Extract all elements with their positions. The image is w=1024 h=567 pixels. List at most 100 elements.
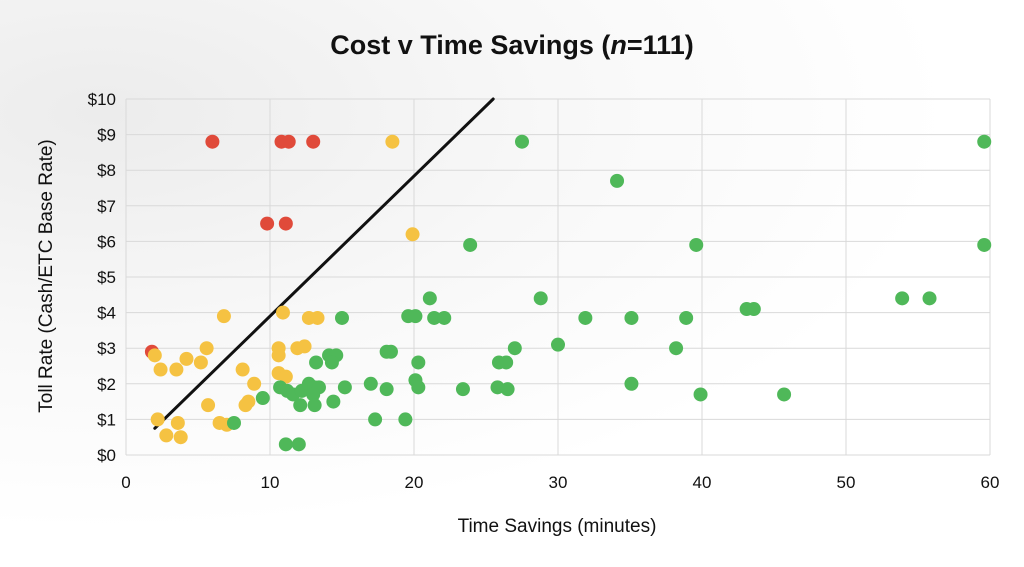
data-point-green: [427, 310, 442, 325]
data-point-yellow: [179, 351, 194, 366]
data-point-yellow: [193, 355, 208, 370]
data-point-green: [746, 302, 761, 317]
data-point-green: [895, 291, 910, 306]
data-point-red: [306, 134, 321, 149]
data-point-green: [411, 355, 426, 370]
data-point-green: [693, 387, 708, 402]
data-point-green: [411, 380, 426, 395]
data-point-green: [551, 337, 565, 352]
x-tick-label: 20: [405, 473, 424, 492]
data-point-yellow: [405, 227, 420, 242]
x-axis-title: Time Savings (minutes): [458, 516, 657, 537]
data-point-red: [281, 134, 296, 149]
y-tick-label: $10: [88, 90, 116, 109]
data-point-yellow: [238, 398, 253, 413]
y-tick-label: $6: [97, 232, 116, 251]
y-tick-label: $9: [97, 126, 116, 145]
data-point-yellow: [278, 369, 293, 384]
gridlines: [125, 98, 991, 456]
data-point-yellow: [201, 398, 216, 413]
data-point-green: [422, 291, 437, 306]
title-n: n: [610, 30, 627, 60]
data-point-green: [499, 355, 514, 370]
data-point-green: [309, 355, 324, 370]
x-tick-label: 30: [549, 473, 568, 492]
data-point-yellow: [271, 348, 286, 363]
data-point-green: [324, 355, 339, 370]
data-point-green: [437, 310, 452, 325]
data-point-green: [500, 382, 515, 397]
data-points: [144, 134, 992, 452]
data-point-green: [363, 376, 378, 391]
data-point-yellow: [159, 428, 174, 443]
data-point-green: [610, 173, 625, 188]
data-point-green: [578, 310, 593, 325]
data-point-green: [335, 310, 349, 325]
x-tick-label: 60: [981, 473, 1000, 492]
title-prefix: Cost v Time Savings (: [330, 30, 610, 60]
x-tick-label: 0: [121, 473, 130, 492]
y-tick-label: $1: [97, 410, 116, 429]
data-point-yellow: [150, 412, 165, 427]
data-point-red: [205, 134, 220, 149]
y-tick-label: $5: [97, 268, 116, 287]
data-point-yellow: [247, 376, 262, 391]
data-point-yellow: [235, 362, 250, 377]
data-point-green: [326, 394, 341, 409]
data-point-yellow: [147, 348, 162, 363]
data-point-green: [227, 415, 241, 430]
data-point-yellow: [153, 362, 168, 377]
y-tick-label: $7: [97, 197, 116, 216]
data-point-yellow: [275, 305, 290, 320]
data-point-yellow: [310, 310, 325, 325]
data-point-yellow: [173, 430, 188, 445]
x-tick-label: 50: [837, 473, 856, 492]
y-tick-label: $8: [97, 161, 116, 180]
trend-line: [153, 97, 495, 430]
data-point-green: [455, 382, 470, 397]
x-tick-label: 10: [261, 473, 280, 492]
data-point-green: [624, 310, 639, 325]
data-point-green: [463, 237, 478, 252]
data-point-green: [777, 387, 792, 402]
data-point-green: [278, 437, 293, 452]
data-point-green: [368, 412, 383, 427]
data-point-green: [679, 310, 694, 325]
data-point-red: [278, 216, 293, 231]
data-point-green: [515, 134, 529, 149]
y-tick-label: $3: [97, 339, 116, 358]
title-suffix: =111): [627, 30, 694, 60]
data-point-green: [293, 398, 308, 413]
data-point-green: [922, 291, 937, 306]
chart-title: Cost v Time Savings (n=111): [330, 30, 693, 60]
data-point-green: [624, 376, 639, 391]
x-tick-label: 40: [693, 473, 712, 492]
data-point-green: [383, 344, 398, 359]
data-point-green: [255, 391, 270, 406]
data-point-green: [507, 341, 522, 356]
y-tick-label: $2: [97, 375, 116, 394]
trend-line-layer: [153, 97, 495, 430]
y-axis-title: Toll Rate (Cash/ETC Base Rate): [36, 139, 57, 413]
data-point-green: [337, 380, 352, 395]
data-point-green: [689, 237, 704, 252]
data-point-green: [977, 237, 992, 252]
data-point-green: [307, 398, 322, 413]
data-point-green: [398, 412, 413, 427]
data-point-yellow: [169, 362, 184, 377]
data-point-green: [669, 341, 684, 356]
data-point-yellow: [216, 309, 231, 324]
data-point-yellow: [199, 341, 214, 356]
data-point-green: [291, 437, 306, 452]
data-point-green: [379, 382, 394, 397]
data-point-yellow: [170, 415, 185, 430]
data-point-yellow: [297, 339, 312, 354]
y-tick-label: $0: [97, 446, 116, 465]
data-point-green: [977, 134, 992, 149]
data-point-yellow: [385, 134, 400, 149]
data-point-green: [408, 309, 423, 324]
data-point-green: [306, 387, 321, 402]
data-point-green: [533, 291, 548, 306]
